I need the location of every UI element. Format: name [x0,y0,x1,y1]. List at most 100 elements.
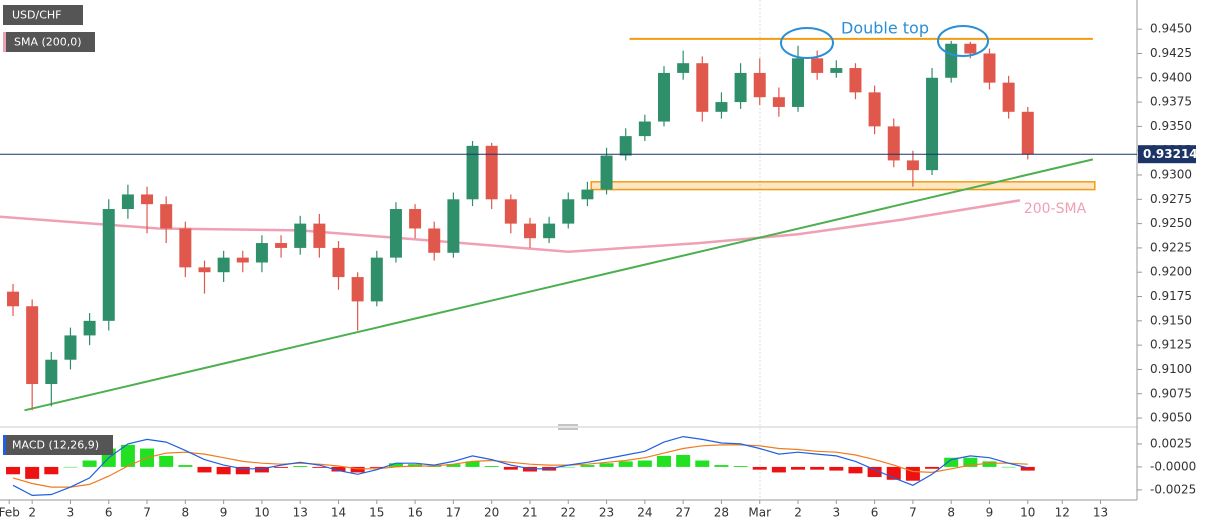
macd-histogram-bar [388,463,403,467]
y-tick-label: 0.9250 [1150,216,1192,230]
macd-histogram-bar [561,466,576,468]
macd-histogram-bar [637,460,652,467]
macd-histogram-bar [1001,466,1016,468]
candle-body [696,63,709,112]
x-tick-label: 6 [105,506,113,520]
candle-body [179,228,192,268]
macd-histogram-bar [905,466,920,481]
macd-histogram-bar [25,466,40,479]
candle-body [849,68,862,93]
candle-body [504,199,517,224]
x-tick-label: Feb [0,506,20,520]
macd-histogram-bar [771,466,786,473]
macd-histogram-bar [350,466,365,473]
candle-body [275,243,288,248]
candle-body [964,43,977,54]
macd-histogram-bar [235,466,250,475]
candle-body [523,223,536,239]
candle-body [983,53,996,83]
y-tick-label: 0.9075 [1150,386,1192,400]
macd-histogram-bar [867,466,882,478]
signal-line [12,444,1028,488]
candle-body [26,306,39,385]
x-tick-label: 21 [522,506,537,520]
macd-histogram-bar [695,460,710,467]
candle-body [638,121,651,137]
indicator-box [3,32,95,52]
candle-body [236,257,249,263]
macd-histogram-bar [714,465,729,467]
x-tick-label: 2 [794,506,802,520]
candle-body [657,72,670,122]
macd-histogram-bar [120,444,135,467]
y-tick-label: 0.9450 [1150,22,1192,36]
y-tick-label: -0.0000 [1150,459,1196,473]
candle-body [619,136,632,156]
candle-body [600,155,613,190]
macd-histogram-bar [465,461,480,467]
y-tick-label: 0.9425 [1150,46,1192,60]
candle-body [217,257,230,273]
candle-body [313,223,326,248]
candle-body [868,92,881,127]
macd-histogram-bar [484,466,499,467]
symbol-box [3,5,83,25]
macd-histogram-bar [82,460,97,467]
macd-histogram-bar [254,466,269,473]
macd-histogram-bar [963,457,978,467]
x-tick-label: 14 [331,506,346,520]
macd-histogram-bar [159,455,174,467]
indicator-label: SMA (200,0) [14,36,82,49]
candle-body [64,335,77,360]
candle-body [581,189,594,200]
x-tick-label: 3 [67,506,75,520]
candle-body [753,72,766,98]
candle-body [351,277,364,302]
candle-body [428,228,441,253]
candle-body [447,199,460,253]
y-tick-label: -0.0025 [1150,482,1196,496]
y-tick-label: 0.9175 [1150,289,1192,303]
macd-histogram-bar [618,461,633,467]
trend-line [24,158,1094,412]
x-tick-label: 7 [143,506,151,520]
macd-histogram-bar [676,454,691,467]
candle-body [1002,82,1015,112]
x-tick-label: 16 [407,506,422,520]
y-tick-label: 0.9350 [1150,119,1192,133]
candle-body [734,72,747,103]
macd-histogram-bar [63,466,78,468]
candle-body [715,102,728,112]
x-tick-label: 13 [293,506,308,520]
candle-body [945,43,958,78]
macd-histogram-bar [848,466,863,474]
candle-body [792,58,805,107]
y-tick-label: 0.9200 [1150,265,1192,279]
x-tick-label: 6 [871,506,879,520]
y-tick-label: 0.9375 [1150,95,1192,109]
macd-histogram-bar [197,466,212,473]
support-zone [590,181,1096,191]
x-tick-label: 22 [561,506,576,520]
candle-body [370,257,383,302]
y-tick-label: 0.9275 [1150,192,1192,206]
candle-body [926,77,939,171]
macd-histogram-bar [1020,466,1035,471]
macd-histogram-bar [656,455,671,467]
x-tick-label: 27 [676,506,691,520]
annotation: Double top [841,19,929,38]
x-tick-label: 13 [1093,506,1108,520]
sma-line [0,199,1021,254]
macd-histogram-bar [178,465,193,467]
candle-body [1021,111,1034,155]
y-tick-label: 0.0025 [1150,436,1192,450]
candle-body [102,209,115,321]
macd-box [3,435,113,455]
macd-histogram-bar [6,466,21,475]
candle-body [141,194,154,205]
x-tick-label: Mar [748,506,771,520]
macd-histogram-bar [829,466,844,471]
macd-histogram-bar [44,466,59,475]
x-tick-label: 9 [220,506,228,520]
